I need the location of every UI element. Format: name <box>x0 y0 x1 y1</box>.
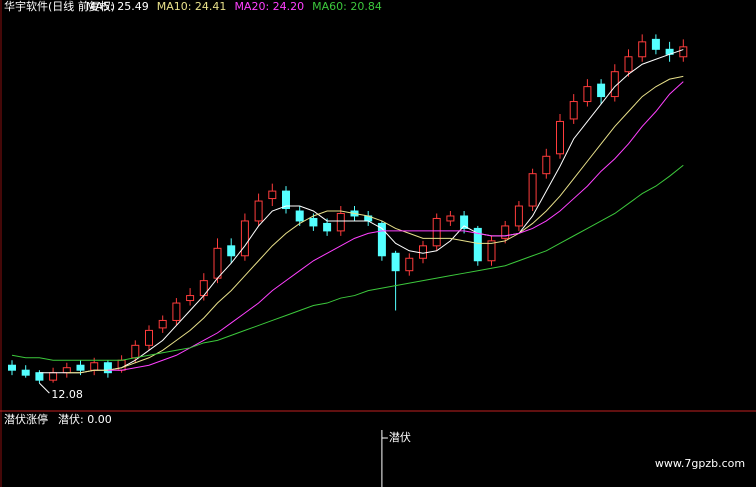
annotation-label: 12.08 <box>51 388 83 401</box>
candle-body <box>186 295 195 302</box>
candle-body <box>254 200 263 222</box>
candle-body <box>172 302 181 321</box>
candle-body <box>131 344 140 359</box>
candle-body <box>90 362 99 371</box>
candle-body <box>103 362 112 374</box>
candle-body <box>227 245 236 257</box>
candle-body <box>213 247 222 279</box>
candle-body <box>158 319 167 329</box>
candle-body <box>76 364 85 371</box>
candle-body <box>542 155 551 175</box>
chart-title: 华宇软件(日线 前复权) <box>4 0 115 13</box>
candle-body <box>610 71 619 98</box>
candle-body <box>514 205 523 227</box>
candle-body <box>597 83 606 98</box>
candle-body <box>323 222 332 232</box>
candle-body <box>268 190 277 200</box>
ma-line <box>39 49 684 374</box>
candle-body <box>487 240 496 262</box>
candle-body <box>240 220 249 257</box>
candle-body <box>49 372 58 381</box>
candle-body <box>377 222 386 257</box>
candle-body <box>145 329 153 346</box>
candle-body <box>528 173 537 207</box>
candle-body <box>556 120 564 155</box>
candle-body <box>432 217 441 247</box>
annotation-leader <box>39 382 50 394</box>
indicator-label: 潜伏: 0.00 <box>58 412 112 426</box>
signal-label: 潜伏 <box>389 430 411 444</box>
candle-body <box>405 257 414 272</box>
candle-body <box>501 225 510 239</box>
candle-body <box>309 217 318 227</box>
legend-entry: MA20: 24.20 <box>234 0 304 13</box>
legend-entry: MA60: 20.84 <box>312 0 382 13</box>
candle-body <box>583 86 592 103</box>
indicator-title: 潜伏涨停 <box>4 412 48 426</box>
legend-entry: MA10: 24.41 <box>157 0 227 13</box>
legend-entry: MA5: 25.49 <box>86 0 149 13</box>
candle-body <box>460 215 469 229</box>
candle-body <box>8 364 16 371</box>
watermark: www.7gpzb.com <box>655 457 745 470</box>
candle-body <box>624 56 633 73</box>
candle-body <box>569 101 578 120</box>
candle-body <box>295 210 304 222</box>
candle-body <box>638 41 647 58</box>
candle-body <box>62 367 71 374</box>
candle-body <box>473 227 482 262</box>
candle-body <box>651 38 660 50</box>
candle-body <box>419 245 427 259</box>
candle-body <box>117 359 126 371</box>
candle-body <box>282 190 290 210</box>
candle-body <box>391 252 400 272</box>
candle-body <box>679 46 688 58</box>
candle-body <box>21 369 30 376</box>
candle-body <box>446 215 455 222</box>
ma-line <box>11 164 684 361</box>
candle-body <box>336 212 345 232</box>
ma-line <box>107 81 684 371</box>
candle-body <box>35 372 44 381</box>
candle-body <box>199 280 208 297</box>
ma-line <box>66 75 684 374</box>
